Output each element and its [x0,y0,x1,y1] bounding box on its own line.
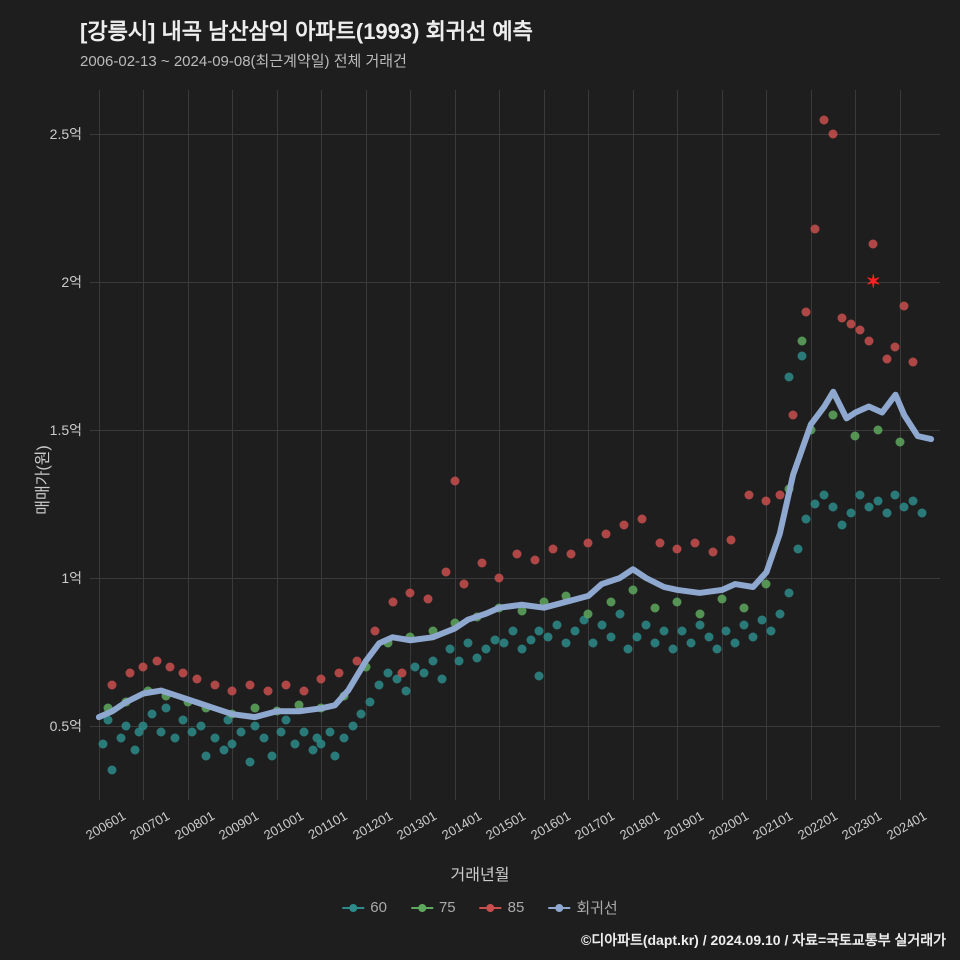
highlight-marker: ✶ [866,272,881,293]
legend-swatch [548,907,570,909]
xtick-label: 200901 [217,808,262,843]
x-axis-label: 거래년월 [451,861,510,885]
xtick-label: 201601 [528,808,573,843]
legend: 60 75 85 회귀선 [342,897,617,918]
xtick-label: 201401 [439,808,484,843]
footer-credit: ©디아파트(dapt.kr) / 2024.09.10 / 자료=국토교통부 실… [581,930,946,950]
legend-swatch [480,907,502,909]
legend-item: 85 [480,899,525,916]
legend-label: 85 [508,899,525,916]
xtick-label: 200801 [172,808,217,843]
xtick-label: 201501 [484,808,529,843]
xtick-label: 201101 [306,808,350,842]
legend-swatch [411,907,433,909]
xtick-label: 201301 [395,808,440,843]
chart-title: [강릉시] 내곡 남산삼익 아파트(1993) 회귀선 예측 [80,14,533,46]
xtick-label: 202201 [795,808,840,843]
xtick-label: 202101 [751,808,796,843]
legend-label: 75 [439,899,456,916]
plot-area: 0.5억1억1.5억2억2.5억200601200701200801200901… [90,90,940,800]
xtick-label: 202401 [884,808,929,843]
legend-label: 60 [370,899,387,916]
xtick-label: 201901 [662,808,707,843]
legend-item: 60 [342,899,387,916]
xtick-label: 201801 [617,808,662,843]
ytick-label: 1.5억 [50,420,82,440]
xtick-label: 201201 [350,808,395,843]
legend-label: 회귀선 [576,897,617,918]
ytick-label: 0.5억 [50,716,82,736]
regression-line [90,90,940,800]
xtick-label: 201001 [261,808,306,843]
xtick-label: 202301 [840,808,885,843]
ytick-label: 2억 [61,272,82,292]
y-axis-label: 매매가(원) [29,445,53,515]
chart-subtitle: 2006-02-13 ~ 2024-09-08(최근계약일) 전체 거래건 [80,50,533,71]
legend-item: 75 [411,899,456,916]
legend-item: 회귀선 [548,897,617,918]
xtick-label: 201701 [573,808,618,843]
legend-swatch [342,907,364,909]
ytick-label: 2.5억 [50,124,82,144]
xtick-label: 200701 [128,808,173,843]
xtick-label: 200601 [83,808,128,843]
xtick-label: 202001 [706,808,751,843]
ytick-label: 1억 [61,568,82,588]
